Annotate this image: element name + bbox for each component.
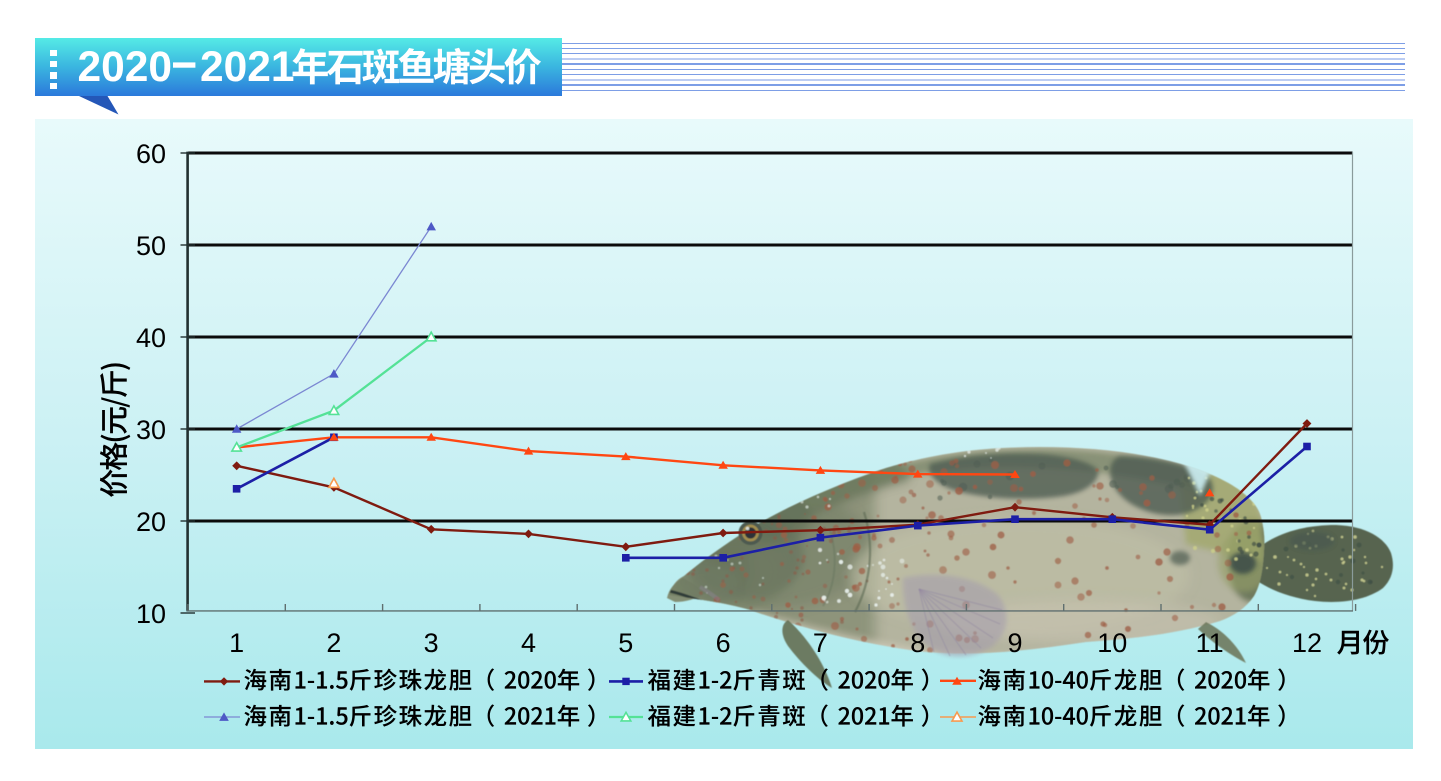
svg-text:12: 12 <box>1292 628 1322 658</box>
svg-text:3: 3 <box>424 628 439 658</box>
svg-text:4: 4 <box>521 628 536 658</box>
svg-text:50: 50 <box>136 231 166 261</box>
svg-text:9: 9 <box>1007 628 1022 658</box>
svg-text:2021: 2021 <box>200 44 295 91</box>
svg-text:10: 10 <box>136 599 166 629</box>
svg-text:2020: 2020 <box>78 44 173 91</box>
svg-text:8: 8 <box>910 628 925 658</box>
svg-text:6: 6 <box>716 628 731 658</box>
svg-text:60: 60 <box>136 139 166 169</box>
svg-text:30: 30 <box>136 415 166 445</box>
svg-text:20: 20 <box>136 507 166 537</box>
svg-text:11: 11 <box>1196 628 1224 658</box>
svg-text:40: 40 <box>136 323 166 353</box>
svg-text:10: 10 <box>1097 628 1127 658</box>
svg-text:1: 1 <box>229 628 244 658</box>
svg-text:7: 7 <box>813 628 828 658</box>
svg-text:2: 2 <box>326 628 341 658</box>
svg-text:5: 5 <box>618 628 633 658</box>
